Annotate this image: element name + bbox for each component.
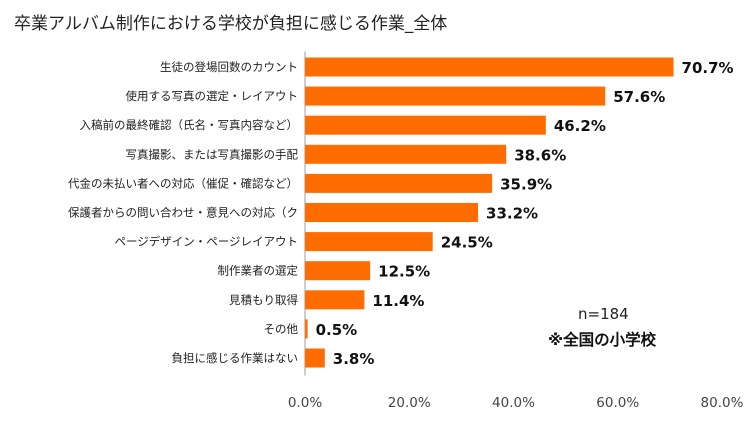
bar: [305, 173, 493, 193]
bar: [305, 115, 546, 135]
category-label: 使用する写真の選定・レイアウト: [126, 89, 299, 103]
bar: [305, 86, 606, 106]
chart-title: 卒業アルバム制作における学校が負担に感じる作業_全体: [14, 14, 448, 34]
bar: [305, 232, 433, 252]
value-label: 70.7%: [682, 59, 734, 77]
value-label: 12.5%: [378, 263, 430, 281]
category-label: その他: [264, 322, 299, 336]
value-label: 57.6%: [613, 88, 665, 106]
category-label: ページデザイン・ページレイアウト: [114, 235, 298, 249]
category-label: 保護者からの問い合わせ・意見への対応（ク: [68, 206, 298, 220]
category-label: 制作業者の選定: [218, 264, 299, 278]
category-label: 入稿前の最終確認（氏名・写真内容など）: [80, 118, 299, 132]
category-label: 見積もり取得: [229, 293, 298, 307]
value-label: 38.6%: [514, 146, 566, 164]
category-label: 代金の未払い者への対応（催促・確認など）: [68, 176, 298, 190]
value-label: 35.9%: [500, 175, 552, 193]
category-label: 負担に感じる作業はない: [172, 351, 299, 365]
value-label: 46.2%: [554, 117, 606, 135]
bar: [305, 319, 308, 339]
bar: [305, 144, 507, 164]
bar: [305, 348, 325, 368]
category-label: 生徒の登場回数のカウント: [160, 60, 298, 74]
sample-size-note: n=184: [578, 305, 629, 323]
value-label: 3.8%: [333, 350, 375, 368]
scope-note: ※全国の小学校: [548, 331, 657, 349]
value-label: 0.5%: [316, 321, 358, 339]
value-label: 33.2%: [486, 205, 538, 223]
value-label: 24.5%: [441, 234, 493, 252]
category-label: 写真撮影、または写真撮影の手配: [126, 147, 299, 161]
bar: [305, 203, 479, 222]
x-tick-label: 60.0%: [596, 395, 639, 411]
bar: [305, 57, 674, 77]
bar: [305, 261, 371, 281]
x-tick-label: 40.0%: [492, 395, 535, 411]
x-tick-label: 80.0%: [701, 395, 744, 411]
bar: [305, 290, 365, 310]
value-label: 11.4%: [372, 292, 424, 310]
x-tick-label: 20.0%: [388, 395, 431, 411]
x-tick-label: 0.0%: [288, 395, 322, 411]
